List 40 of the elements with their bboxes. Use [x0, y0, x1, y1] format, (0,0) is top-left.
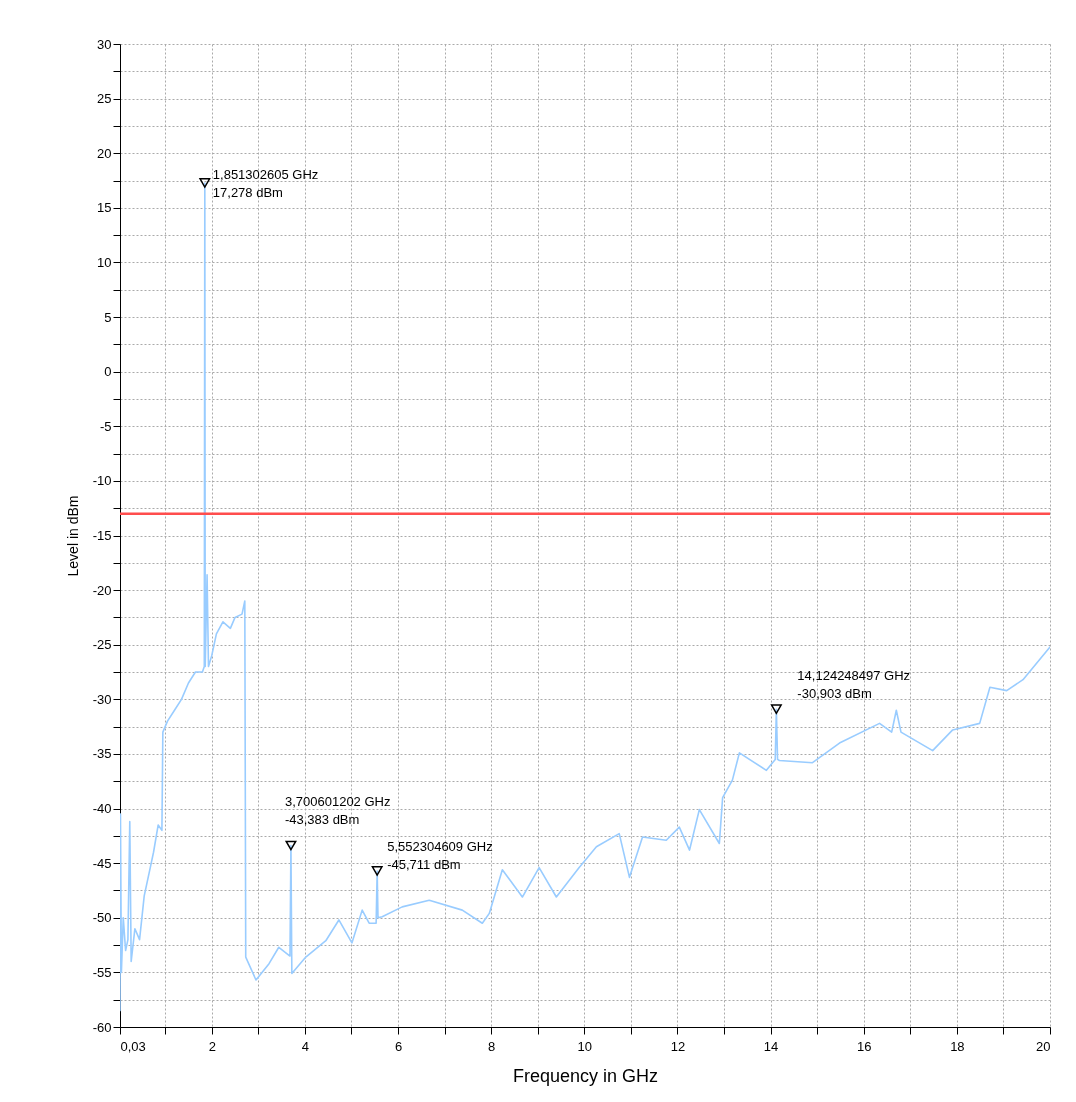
annotation: 1,851302605 GHz 17,278 dBm — [212, 166, 319, 200]
y-axis-title: Level in dBm — [64, 495, 81, 577]
x-tick-label: 18 — [950, 1038, 965, 1054]
x-axis-title: Frequency in GHz — [512, 1065, 659, 1086]
x-tick-label: 12 — [670, 1038, 686, 1054]
y-tick-label: -30 — [92, 691, 112, 707]
y-tick-label: -15 — [92, 528, 112, 543]
point — [285, 840, 297, 851]
y-tick-label: -55 — [92, 964, 112, 980]
y-tick-label: 15 — [97, 200, 112, 216]
y-tick-label: 25 — [97, 91, 112, 107]
y-tick-label: 20 — [97, 145, 112, 161]
annotation: 3,700601202 GHz -43,383 dBm — [284, 793, 391, 827]
point — [199, 178, 211, 188]
y-tick-label: -5 — [99, 418, 112, 434]
x-tick-label: 10 — [577, 1038, 593, 1054]
x-tick-label: 0,03 — [120, 1038, 146, 1054]
point — [371, 866, 383, 876]
point — [770, 704, 782, 715]
x-tick-label: 14 — [763, 1038, 779, 1054]
y-tick-label: 30 — [97, 36, 112, 52]
x-tick-label: 6 — [394, 1038, 403, 1054]
x-tick-label: 16 — [856, 1038, 872, 1054]
y-tick-label: -35 — [92, 746, 112, 762]
y-tick-label: -10 — [92, 473, 112, 489]
annotation: 14,124248497 GHz -30,903 dBm — [797, 668, 911, 702]
y-tick-label: -25 — [92, 637, 112, 653]
y-tick-label: 0 — [104, 364, 112, 380]
x-tick-label: 4 — [301, 1038, 309, 1054]
y-tick-label: 5 — [104, 309, 112, 325]
y-tick-label: -45 — [92, 855, 112, 871]
x-tick-label: 20 — [1036, 1038, 1051, 1054]
y-tick-label: -20 — [92, 582, 112, 598]
x-tick-label: 8 — [488, 1038, 496, 1054]
y-tick-label: -60 — [92, 1019, 112, 1035]
y-tick-label: -50 — [92, 910, 112, 926]
y-tick-label: -40 — [92, 801, 112, 817]
annotation: 5,552304609 GHz -45,711 dBm — [387, 838, 493, 872]
y-tick-label: 10 — [97, 254, 112, 270]
x-tick-label: 2 — [208, 1038, 216, 1054]
